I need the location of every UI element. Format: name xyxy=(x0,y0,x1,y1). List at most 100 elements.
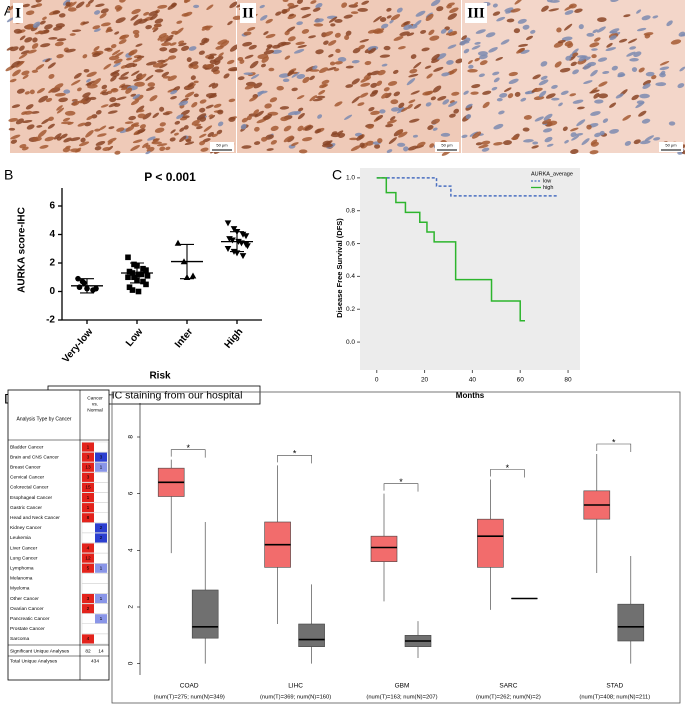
data-point xyxy=(93,285,99,292)
nucleus xyxy=(204,64,214,69)
nucleus xyxy=(263,31,269,36)
nucleus xyxy=(375,114,384,121)
nucleus xyxy=(116,96,127,101)
nucleus xyxy=(432,127,438,131)
nucleus xyxy=(586,32,595,37)
x-tick-label: COAD xyxy=(180,683,199,690)
nucleus xyxy=(447,13,458,20)
nucleus xyxy=(120,71,129,78)
nucleus xyxy=(184,91,195,98)
nucleus xyxy=(381,23,389,29)
nucleus xyxy=(160,35,169,42)
nucleus xyxy=(147,82,156,87)
nucleus xyxy=(100,8,109,14)
nucleus xyxy=(322,140,331,146)
nucleus xyxy=(137,113,146,119)
nucleus xyxy=(379,109,386,114)
nucleus xyxy=(8,127,16,131)
nucleus xyxy=(591,54,597,59)
nucleus xyxy=(25,23,35,29)
data-point xyxy=(144,273,151,279)
survival-line xyxy=(376,177,525,322)
nucleus xyxy=(549,0,560,3)
up-cell xyxy=(82,513,94,523)
nucleus xyxy=(493,141,503,146)
nucleus xyxy=(491,86,498,91)
nucleus xyxy=(408,73,419,78)
nucleus xyxy=(35,0,42,3)
significance-mark: * xyxy=(399,477,403,487)
nucleus xyxy=(398,131,408,138)
x-tick-label: 80 xyxy=(564,377,572,384)
nucleus xyxy=(442,99,450,105)
column-header: vs. xyxy=(92,402,98,407)
nucleus xyxy=(659,60,670,66)
nucleus xyxy=(551,97,560,101)
nucleus xyxy=(161,42,172,47)
nucleus xyxy=(108,55,120,61)
nucleus xyxy=(131,70,140,76)
nucleus xyxy=(47,123,55,129)
cancer-name: Bladder Cancer xyxy=(10,444,44,450)
nucleus xyxy=(37,129,47,138)
nucleus xyxy=(602,70,610,75)
nucleus xyxy=(288,36,296,42)
nucleus xyxy=(209,115,216,120)
nucleus xyxy=(119,83,126,88)
down-count: 1 xyxy=(100,465,103,471)
nucleus xyxy=(169,42,177,46)
nucleus xyxy=(100,104,109,108)
box xyxy=(298,623,325,647)
nucleus xyxy=(482,101,490,109)
nucleus xyxy=(636,9,642,14)
nucleus xyxy=(626,51,636,57)
nucleus xyxy=(147,136,156,141)
nucleus xyxy=(156,143,168,147)
nucleus xyxy=(31,111,40,114)
nucleus xyxy=(124,121,134,124)
nucleus xyxy=(351,59,360,64)
nucleus xyxy=(159,47,168,52)
nucleus xyxy=(627,38,638,44)
nucleus xyxy=(39,20,46,25)
cancer-name: Cervical Cancer xyxy=(10,475,45,481)
nucleus xyxy=(629,46,637,50)
nucleus xyxy=(334,101,343,107)
nucleus xyxy=(504,7,514,12)
nucleus xyxy=(52,10,61,15)
nucleus xyxy=(532,141,539,145)
nucleus xyxy=(406,78,416,86)
data-point xyxy=(126,284,133,291)
up-cell xyxy=(82,553,94,563)
nucleus xyxy=(499,92,508,98)
nucleus xyxy=(205,104,214,109)
up-count: 3 xyxy=(87,596,90,602)
nucleus xyxy=(593,37,601,42)
nucleus xyxy=(493,77,500,83)
scale-box xyxy=(659,142,683,152)
nucleus xyxy=(407,145,418,151)
nucleus xyxy=(361,0,370,5)
nucleus xyxy=(83,68,90,73)
nucleus xyxy=(581,138,590,146)
nucleus xyxy=(86,71,97,78)
data-point xyxy=(129,287,136,293)
nucleus xyxy=(357,102,365,106)
nucleus xyxy=(309,75,315,81)
nucleus xyxy=(183,11,193,17)
nucleus xyxy=(598,81,608,87)
nucleus xyxy=(265,18,273,24)
nucleus xyxy=(193,93,199,98)
nucleus xyxy=(379,54,391,58)
nucleus xyxy=(95,110,102,115)
nucleus xyxy=(250,74,260,80)
nucleus xyxy=(297,0,303,5)
nucleus xyxy=(178,42,187,47)
x-tick-label: 0 xyxy=(375,377,379,384)
label-box xyxy=(465,3,487,23)
nucleus xyxy=(367,72,373,76)
nucleus xyxy=(26,124,35,130)
nucleus xyxy=(217,121,224,127)
nucleus xyxy=(312,98,323,102)
x-tick-label: 20 xyxy=(421,377,429,384)
